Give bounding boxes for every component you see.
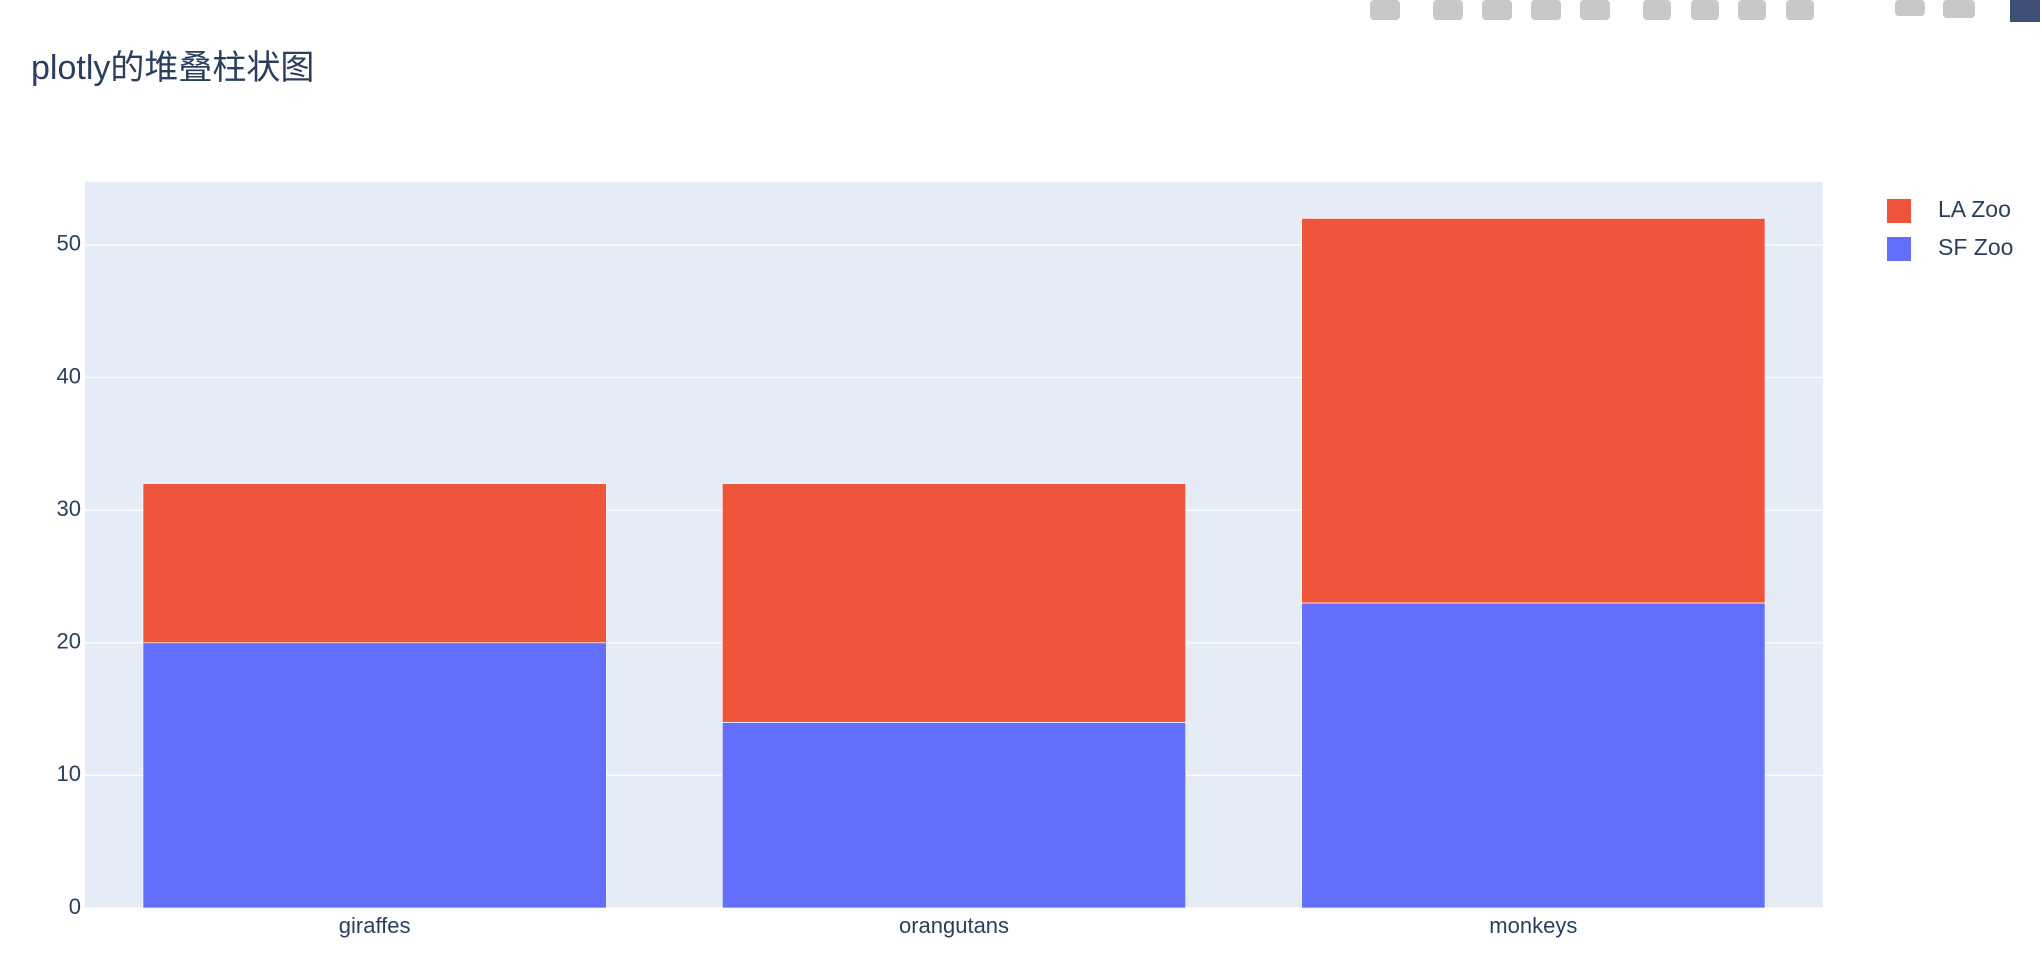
y-tick-label: 0 [69,894,81,919]
y-tick-label: 50 [57,231,81,256]
modebar-button[interactable] [1482,0,1512,20]
x-tick-label: orangutans [899,913,1009,938]
x-tick-label: monkeys [1489,913,1577,938]
bar [142,483,607,644]
modebar-button[interactable] [1738,0,1766,20]
plotly-logo[interactable] [2010,0,2040,22]
modebar-button[interactable] [1643,0,1671,20]
modebar-button[interactable] [1786,0,1814,20]
modebar-button[interactable] [1895,0,1925,16]
legend-swatch[interactable] [1887,199,1911,223]
modebar-button[interactable] [1531,0,1561,20]
y-tick-label: 30 [57,496,81,521]
bar [1301,602,1766,909]
y-tick-label: 20 [57,629,81,654]
legend-label[interactable]: SF Zoo [1938,234,2013,260]
y-tick-label: 40 [57,363,81,388]
y-tick-label: 10 [57,761,81,786]
bar [142,642,607,909]
modebar [1370,0,2040,22]
modebar-button[interactable] [1943,0,1975,18]
modebar-button[interactable] [1691,0,1719,20]
chart-title: plotly的堆叠柱状图 [31,49,314,87]
bar [721,721,1187,909]
bar [1301,217,1766,604]
bar [721,483,1187,723]
modebar-button[interactable] [1433,0,1463,20]
x-tick-label: giraffes [339,913,411,938]
modebar-button[interactable] [1370,0,1400,20]
legend-label[interactable]: LA Zoo [1938,196,2011,222]
legend-swatch[interactable] [1887,237,1911,261]
modebar-button[interactable] [1580,0,1610,20]
